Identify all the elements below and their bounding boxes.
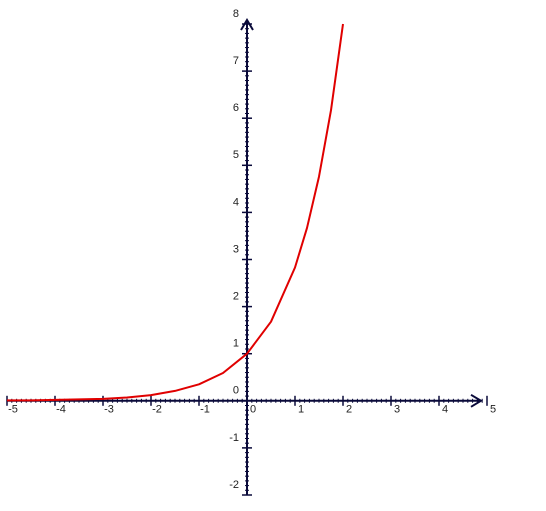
y-tick-label: 5: [233, 149, 239, 161]
x-tick-label: 5: [490, 404, 496, 416]
y-arrow: [240, 18, 254, 31]
y-tick-label: 1: [233, 338, 239, 350]
y-tick-label: 7: [233, 55, 239, 67]
x-tick-label: 3: [394, 404, 400, 416]
y-tick-label: 2: [233, 291, 239, 303]
x-tick-label: 2: [346, 404, 352, 416]
x-tick-label: -3: [104, 404, 114, 416]
y-tick-label: 4: [233, 196, 239, 208]
y-tick-label: 8: [233, 8, 239, 20]
curve: [7, 23, 344, 402]
x-tick-label: -1: [200, 404, 210, 416]
y-tick-label: -2: [229, 479, 239, 491]
x-arrow: [470, 393, 483, 408]
x-tick-label: 4: [442, 404, 448, 416]
x-tick-label: -4: [56, 404, 66, 416]
x-tick-label: -2: [152, 404, 162, 416]
x-tick-label: -5: [8, 404, 18, 416]
y-tick-label: 0: [233, 385, 239, 397]
x-tick-label: 0: [250, 404, 256, 416]
y-tick-label: 6: [233, 102, 239, 114]
x-tick-label: 1: [298, 404, 304, 416]
y-tick-label: 3: [233, 243, 239, 255]
y-tick-label: -1: [229, 432, 239, 444]
